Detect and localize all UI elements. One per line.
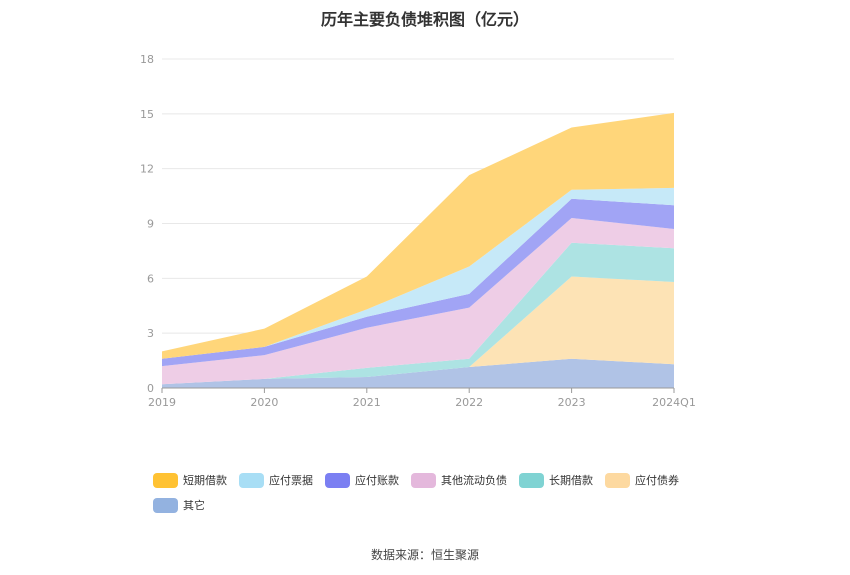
legend-label: 其他流动负债 [441, 474, 507, 487]
legend-swatch [519, 472, 544, 488]
area-series-6[interactable] [162, 112, 674, 359]
area-series-0[interactable] [162, 358, 674, 388]
y-tick-label: 0 [147, 382, 154, 395]
legend-item[interactable]: 应付债券 [605, 472, 679, 488]
x-tick-label: 2023 [558, 396, 586, 409]
y-tick-label: 12 [140, 163, 154, 176]
area-series-1[interactable] [162, 276, 674, 385]
area-series-3[interactable] [162, 218, 674, 385]
legend-swatch [411, 472, 436, 488]
legend-item[interactable]: 长期借款 [519, 472, 593, 488]
y-tick-label: 6 [147, 272, 154, 285]
x-tick-label: 2020 [250, 396, 278, 409]
chart-legend: 短期借款 应付票据 应付账款 其他流动负债 长期借款 应付债券其它 [153, 472, 713, 513]
legend-label: 短期借款 [183, 474, 227, 487]
y-tick-label: 9 [147, 218, 154, 231]
y-tick-label: 15 [140, 108, 154, 121]
axes: 0 3 6 9 12 15 18 2019 2020 2021 2022 2023 2024Q1 [140, 53, 696, 409]
legend-swatch [605, 472, 630, 488]
legend-swatch [325, 472, 350, 488]
legend-swatch [153, 472, 178, 488]
area-series-4[interactable] [162, 198, 674, 367]
stacked-area-chart: 0 3 6 9 12 15 18 2019 2020 2021 2022 2023 2024Q1 [140, 53, 696, 409]
legend-swatch [153, 497, 178, 513]
legend-item[interactable]: 其它 [153, 497, 205, 513]
x-tick-label: 2024Q1 [652, 396, 696, 409]
legend-swatch [239, 472, 264, 488]
legend-item[interactable]: 短期借款 [153, 472, 227, 488]
legend-item[interactable]: 应付账款 [325, 472, 399, 488]
legend-label: 长期借款 [549, 474, 593, 487]
x-tick-label: 2019 [148, 396, 176, 409]
y-tick-label: 18 [140, 53, 154, 66]
y-tick-label: 3 [147, 327, 154, 340]
x-tick-label: 2022 [455, 396, 483, 409]
legend-item[interactable]: 其他流动负债 [411, 472, 507, 488]
data-source-note: 数据来源：恒生聚源 [370, 548, 479, 562]
legend-item[interactable]: 应付票据 [239, 472, 313, 488]
legend-label: 应付账款 [355, 474, 399, 487]
chart-title: 历年主要负债堆积图（亿元） [320, 10, 529, 29]
x-tick-label: 2021 [353, 396, 381, 409]
legend-label: 应付债券 [635, 474, 679, 487]
area-series-layer [162, 112, 674, 388]
legend-label: 应付票据 [269, 474, 313, 487]
area-series-2[interactable] [162, 242, 674, 385]
legend-label: 其它 [183, 499, 205, 512]
